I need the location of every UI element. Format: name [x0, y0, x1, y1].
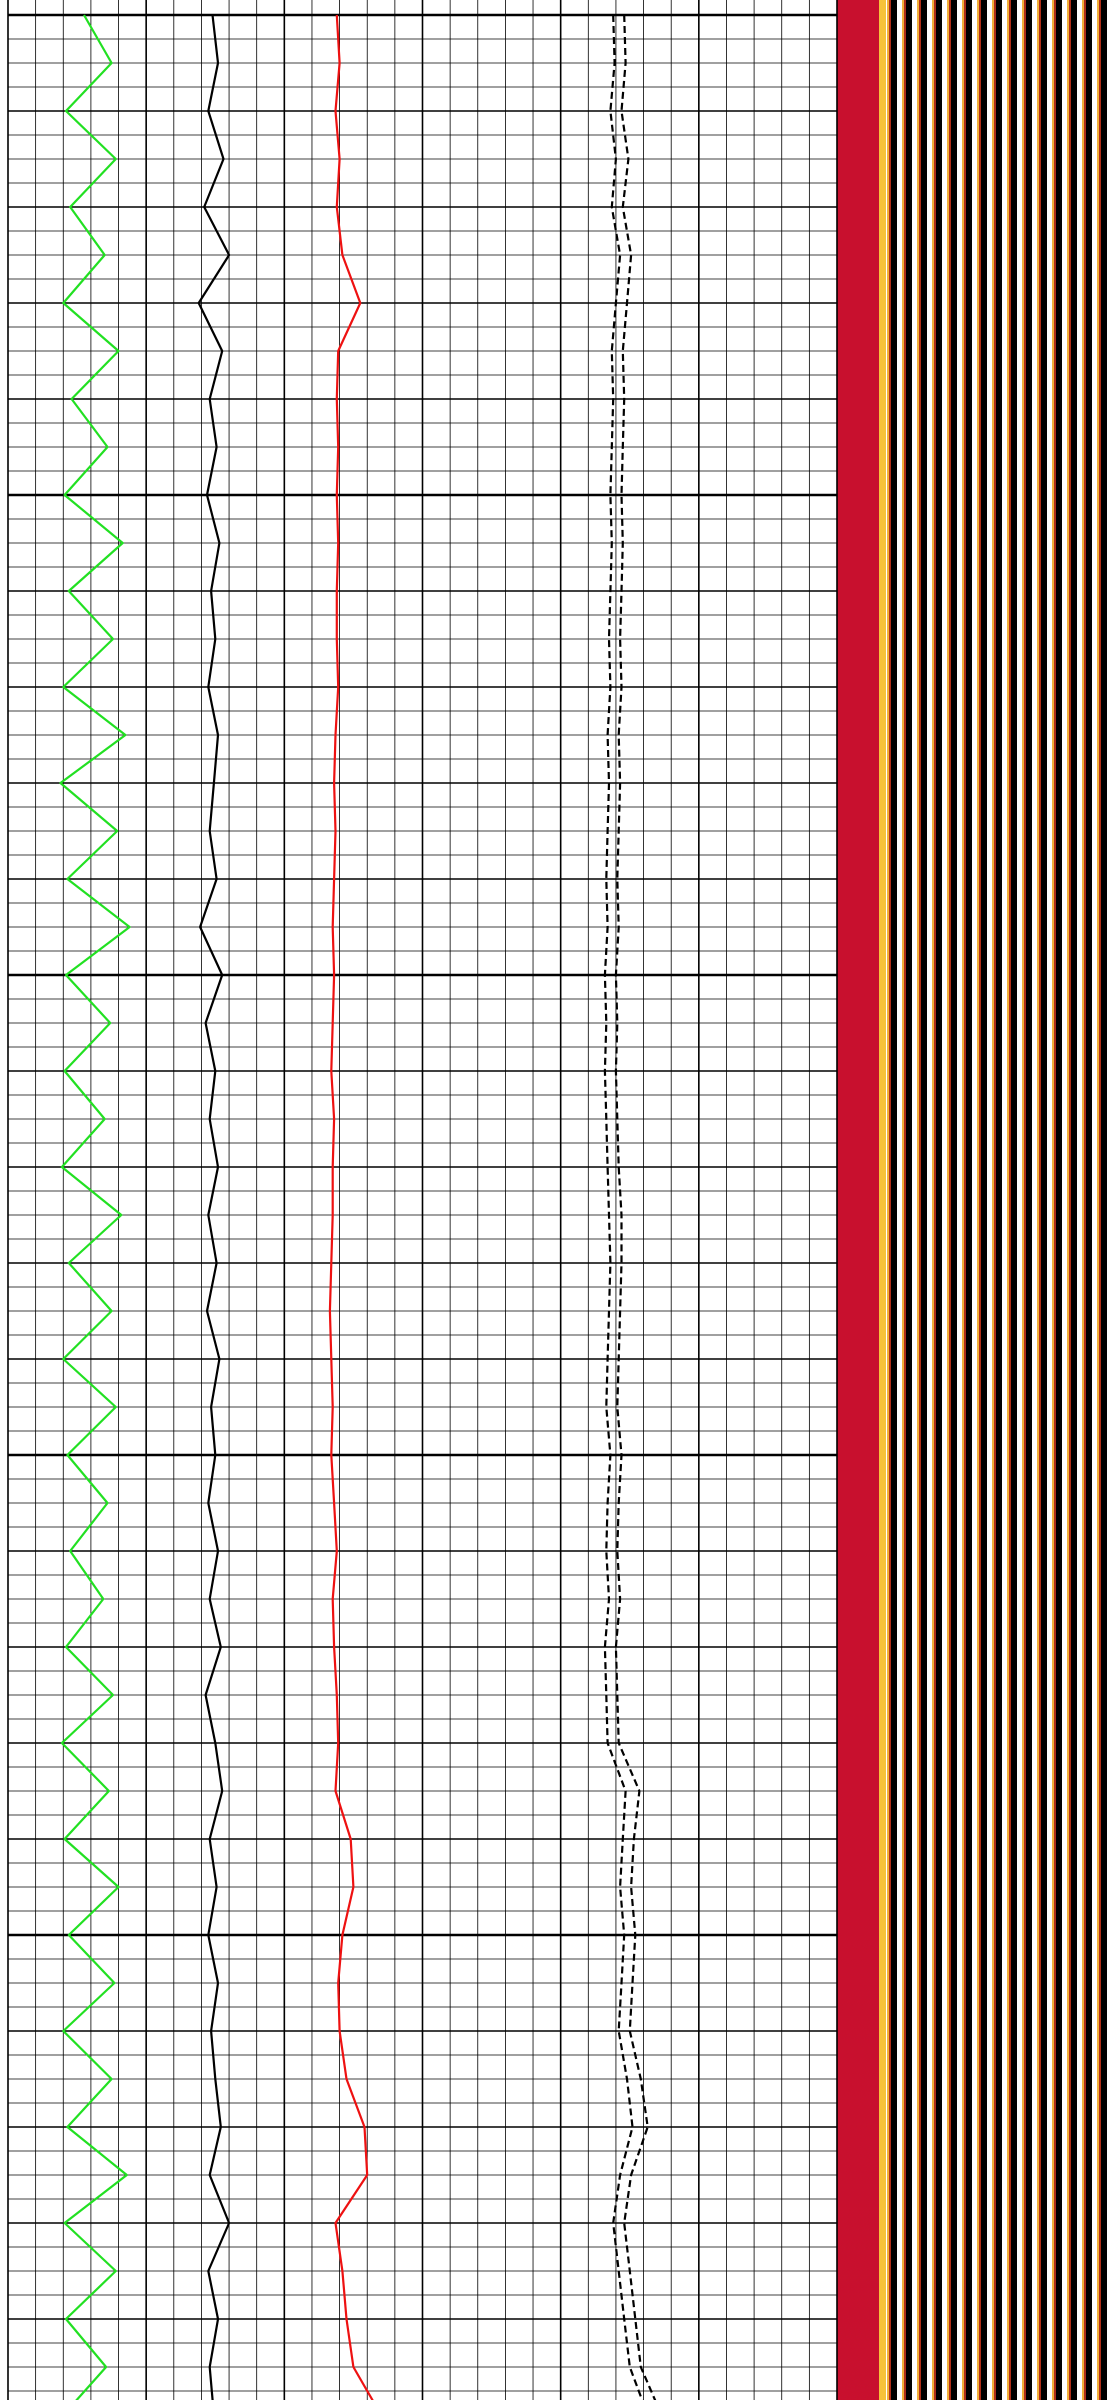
log-curve: [197, 14, 231, 2400]
log-curve: [328, 14, 374, 2400]
image-edge: [879, 0, 886, 2400]
image-band: [837, 0, 879, 2400]
log-curve: [614, 14, 657, 2400]
log-curve: [603, 14, 644, 2400]
log-curve: [59, 14, 131, 2400]
